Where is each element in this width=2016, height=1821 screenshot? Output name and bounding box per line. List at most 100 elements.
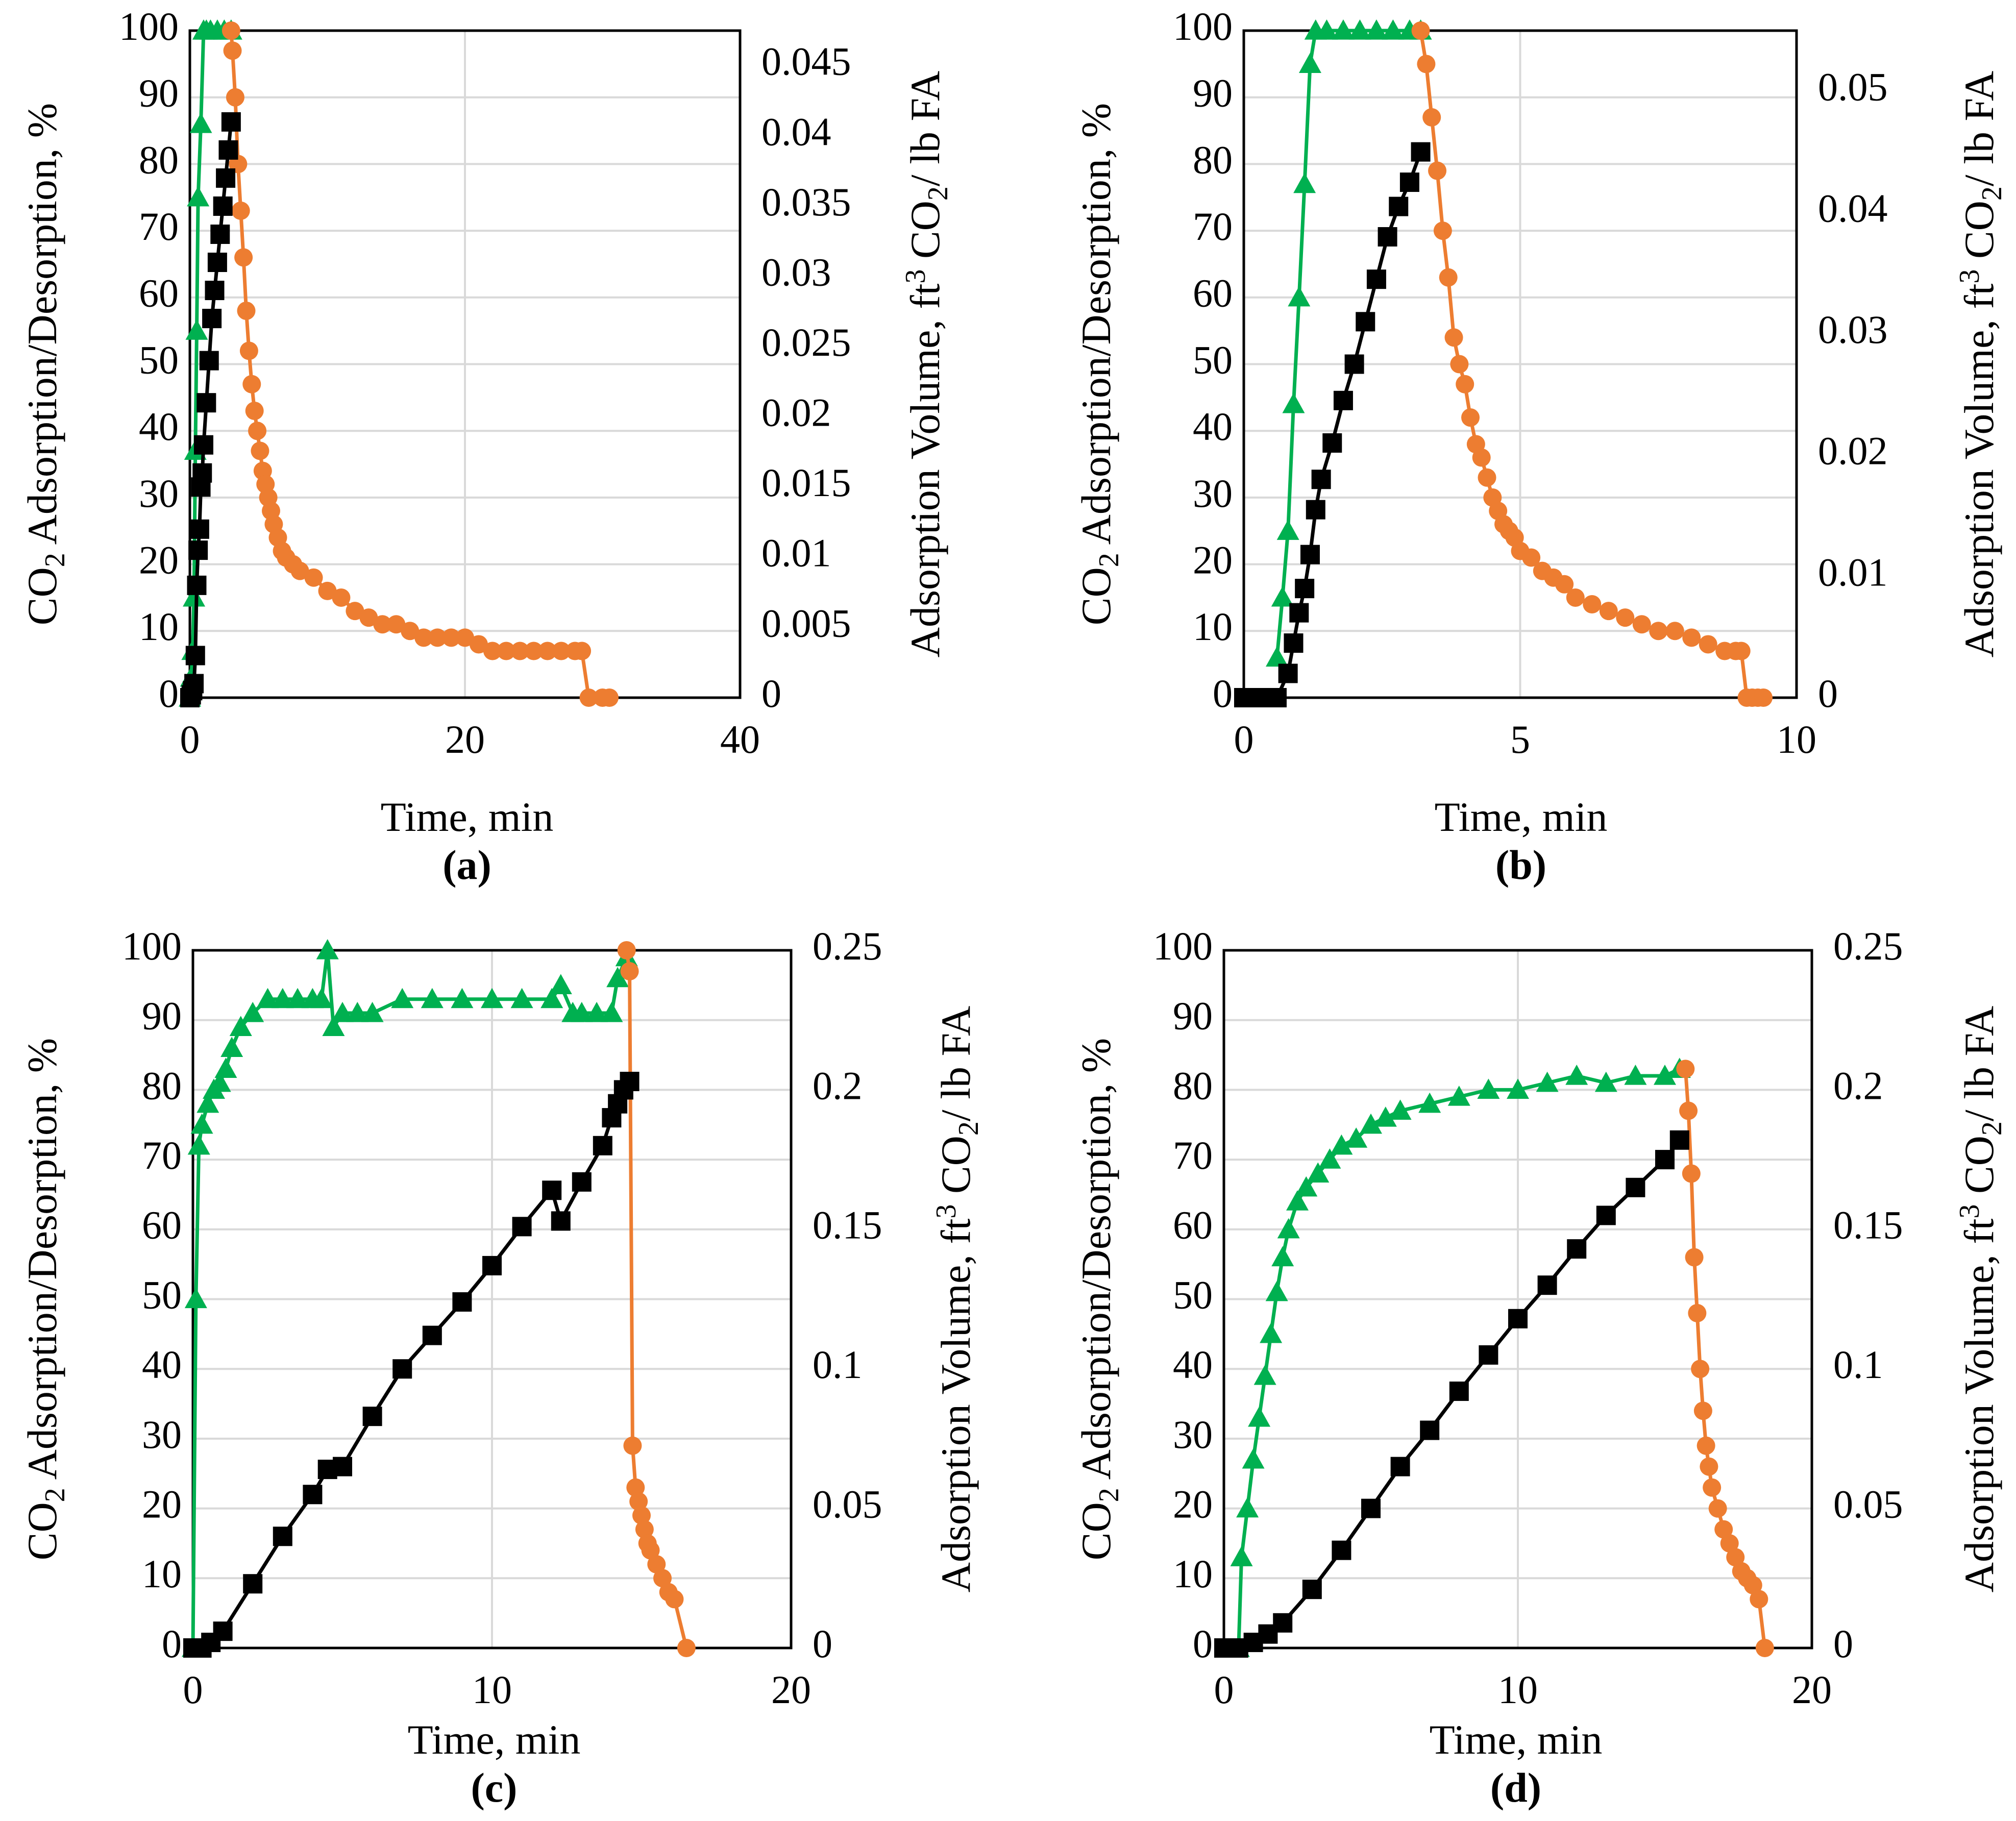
y2-axis-label: Adsorption Volume, ft3 CO2/ lb FA xyxy=(900,71,954,657)
volume-point xyxy=(207,253,227,273)
desorption-point xyxy=(234,248,253,267)
y-tick-label: 80 xyxy=(139,137,179,182)
adsorption-point xyxy=(185,319,208,340)
volume-point xyxy=(216,168,236,188)
y-tick-label: 30 xyxy=(1173,1412,1213,1457)
y-tick-label: 30 xyxy=(1193,471,1233,515)
y2-tick-label: 0.25 xyxy=(1833,924,1903,968)
desorption-point xyxy=(346,602,364,621)
y2-tick-label: 0.045 xyxy=(761,39,851,84)
volume-point xyxy=(218,140,238,160)
adsorption-point xyxy=(1374,1106,1397,1127)
volume-point xyxy=(187,575,207,595)
adsorption-point xyxy=(1253,1364,1276,1385)
y-tick-label: 70 xyxy=(142,1133,182,1177)
y-tick-label: 70 xyxy=(1193,204,1233,249)
volume-point xyxy=(1289,603,1309,623)
adsorption-point xyxy=(421,988,444,1008)
adsorption-point xyxy=(1477,1078,1500,1099)
volume-point xyxy=(213,1621,233,1641)
series-volume xyxy=(183,1071,640,1658)
y2-tick-label: 0 xyxy=(1818,671,1838,716)
x-tick-label: 0 xyxy=(180,717,200,761)
desorption-point xyxy=(524,642,543,660)
adsorption-point xyxy=(189,112,212,133)
adsorption-point xyxy=(1418,1092,1441,1113)
adsorption-point xyxy=(1447,1086,1470,1106)
adsorption-point xyxy=(1293,173,1316,193)
x-tick-label: 0 xyxy=(1234,717,1254,761)
y2-tick-label: 0.2 xyxy=(1833,1063,1883,1108)
desorption-point xyxy=(629,1492,648,1511)
plot-frame xyxy=(1222,949,1813,1650)
x-tick-label: 20 xyxy=(771,1667,811,1712)
x-axis-label: Time, min xyxy=(1430,1716,1603,1763)
desorption-point xyxy=(538,642,557,660)
volume-point xyxy=(1567,1239,1587,1259)
y-tick-label: 70 xyxy=(1173,1133,1213,1177)
y2-tick-label: 0.15 xyxy=(1833,1203,1903,1247)
volume-point xyxy=(1302,1580,1322,1599)
x-axis-label: Time, min xyxy=(381,794,554,840)
desorption-point xyxy=(626,1478,645,1497)
y-tick-label: 60 xyxy=(1193,271,1233,315)
y2-tick-label: 0.03 xyxy=(761,250,831,294)
adsorption-point xyxy=(1318,1148,1341,1169)
y2-axis-label-superscript: 3 xyxy=(1954,269,1985,284)
y-tick-label: 50 xyxy=(139,337,179,382)
y2-axis-label-part: CO xyxy=(902,201,948,269)
adsorption-point xyxy=(1277,1218,1300,1239)
y-tick-label: 0 xyxy=(1213,671,1233,716)
adsorption-point xyxy=(1389,1099,1412,1120)
desorption-point xyxy=(304,568,323,587)
y-axis-label-part: Adsorption/Desorption, % xyxy=(19,103,65,553)
y-tick-label: 60 xyxy=(1173,1203,1213,1247)
y-tick-label: 90 xyxy=(139,71,179,115)
adsorption-point xyxy=(310,988,333,1008)
adsorption-point xyxy=(316,939,339,959)
desorption-point xyxy=(1699,635,1717,654)
volume-point xyxy=(193,435,213,455)
x-tick-label: 0 xyxy=(183,1667,203,1712)
panel-label: (a) xyxy=(442,842,491,888)
volume-point xyxy=(1390,1457,1410,1477)
volume-point xyxy=(210,224,230,244)
volume-point xyxy=(189,519,209,539)
adsorption-point xyxy=(1330,1134,1353,1155)
y2-tick-label: 0 xyxy=(1833,1621,1853,1666)
desorption-point xyxy=(1665,622,1684,641)
desorption-point xyxy=(1417,55,1436,73)
adsorption-point xyxy=(1307,1162,1330,1183)
y-tick-label: 60 xyxy=(142,1203,182,1247)
y2-tick-label: 0.1 xyxy=(1833,1342,1883,1387)
x-tick-label: 10 xyxy=(1498,1667,1538,1712)
volume-point xyxy=(1626,1177,1645,1197)
chart-panel-b: 010203040506070809010000.010.020.030.040… xyxy=(1073,4,2008,888)
y2-tick-label: 0 xyxy=(813,1621,832,1666)
y-axis-label: CO2 Adsorption/Desorption, % xyxy=(1073,103,1125,625)
volume-point xyxy=(551,1211,571,1231)
desorption-point xyxy=(1679,1101,1698,1120)
x-tick-label: 20 xyxy=(445,717,485,761)
desorption-point xyxy=(1599,602,1618,621)
adsorption-point xyxy=(184,1288,207,1309)
desorption-point xyxy=(414,628,433,647)
volume-point xyxy=(1267,688,1287,707)
y2-axis-label-part: CO xyxy=(932,1136,979,1204)
y2-tick-label: 0.2 xyxy=(813,1063,863,1108)
y-axis-label-part: Adsorption/Desorption, % xyxy=(19,1038,65,1488)
volume-point xyxy=(192,463,212,483)
volume-point xyxy=(572,1172,592,1192)
adsorption-point xyxy=(1271,1246,1294,1267)
desorption-point xyxy=(620,962,639,981)
volume-point xyxy=(1332,1540,1351,1560)
y2-axis-label-part: / lb FA xyxy=(1956,1006,2002,1121)
desorption-point xyxy=(1693,1401,1712,1420)
x-tick-label: 10 xyxy=(1777,717,1816,761)
desorption-point xyxy=(1616,608,1635,627)
y2-tick-label: 0.02 xyxy=(1818,429,1888,473)
adsorption-point xyxy=(187,1134,210,1155)
y-tick-label: 20 xyxy=(1173,1482,1213,1527)
adsorption-point xyxy=(1286,1190,1309,1211)
adsorption-point xyxy=(190,1113,213,1134)
